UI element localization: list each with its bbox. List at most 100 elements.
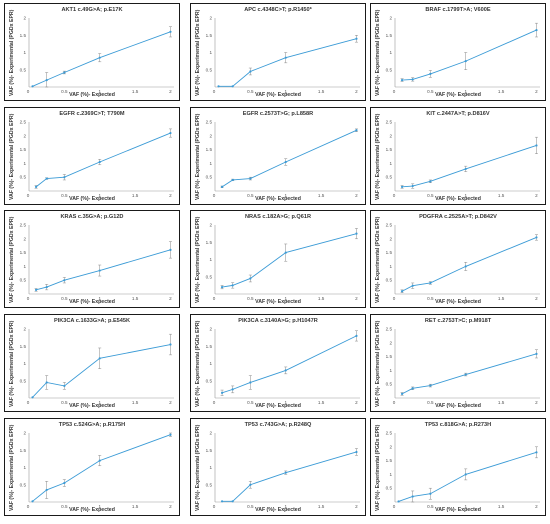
chart-plot: 0 0.5 1 1.5 2 0.5 1 1.5 2 (206, 223, 360, 301)
y-tick-label: 0.5 (20, 482, 27, 487)
x-tick-label: 0.5 (427, 193, 434, 198)
series-line (218, 38, 357, 87)
data-point (231, 388, 234, 391)
data-point (355, 129, 358, 132)
data-point (355, 450, 358, 454)
data-point (249, 277, 252, 280)
y-axis-label: VAF (%)- Experimental (PGDx EPR) (9, 424, 15, 511)
x-tick-label: 0.5 (61, 400, 68, 405)
x-tick-label: 2 (535, 193, 538, 198)
data-point (231, 500, 234, 503)
x-tick-label: 0.5 (61, 89, 68, 94)
data-point (63, 384, 66, 388)
data-point (355, 334, 358, 337)
data-point (535, 236, 538, 239)
x-tick-label: 1.5 (132, 89, 139, 94)
x-axis-label: VAF (%)- Expected (255, 403, 301, 409)
y-tick-label: 2.5 (206, 120, 213, 125)
y-tick-label: 0.5 (206, 67, 213, 72)
y-tick-label: 1.5 (20, 250, 27, 255)
data-point (63, 481, 66, 485)
data-point (535, 144, 538, 147)
x-tick-label: 0.5 (61, 193, 68, 198)
chart-panel: 0 0.5 1 1.5 2 0.5 1 1.5 2 BRAF c.1799T>A; V600E VA… (370, 3, 546, 101)
y-tick-label: 2 (209, 133, 212, 138)
data-point (535, 352, 538, 355)
data-point (220, 286, 224, 289)
x-tick-label: 2 (169, 504, 172, 509)
data-point (169, 131, 172, 135)
chart-panel: 0 0.5 1 1.5 2 0.5 1 1.5 2 2.5 KIT c.2447A>T; p.D81… (370, 107, 546, 205)
origin-tick-label: 0 (393, 504, 396, 509)
y-tick-label: 1 (209, 257, 212, 262)
y-tick-label: 1 (23, 465, 26, 470)
x-tick-label: 1.5 (132, 296, 139, 301)
y-tick-label: 2 (23, 431, 26, 436)
x-axis-label: VAF (%)- Expected (69, 196, 115, 202)
chart-plot: 0 0.5 1 1.5 2 0.5 1 1.5 2 2.5 (386, 120, 540, 198)
data-point (98, 56, 101, 59)
chart-title: PIK3CA c.3140A>G; p.H1047R (238, 318, 318, 324)
origin-tick-label: 0 (393, 296, 396, 301)
origin-tick-label: 0 (213, 400, 216, 405)
x-tick-label: 1.5 (498, 89, 505, 94)
x-tick-label: 2 (355, 193, 358, 198)
x-tick-label: 1 (464, 89, 467, 94)
y-axis-label: VAF (%)- Experimental (PGDx EPR) (9, 9, 15, 96)
x-tick-label: 1 (98, 193, 101, 198)
chart-title: TP53 c.743G>A; p.R248Q (244, 422, 312, 428)
y-tick-label: 1 (209, 50, 212, 55)
chart-panel: 0 0.5 1 1.5 2 0.5 1 1.5 2 2.5 KRAS c.35G>A; p.G12D… (4, 210, 180, 308)
data-point (535, 451, 538, 454)
y-tick-label: 1 (209, 465, 212, 470)
x-axis-label: VAF (%)- Expected (435, 507, 481, 513)
x-tick-label: 1.5 (498, 504, 505, 509)
data-point (411, 184, 414, 188)
data-point (98, 269, 101, 272)
x-tick-label: 1.5 (498, 400, 505, 405)
y-tick-label: 0.5 (386, 278, 393, 283)
origin-tick-label: 0 (213, 504, 216, 509)
x-axis-label: VAF (%)- Expected (435, 299, 481, 305)
data-point (34, 185, 38, 188)
y-tick-label: 2 (389, 236, 392, 241)
y-tick-label: 2 (389, 444, 392, 449)
data-point (231, 178, 234, 182)
data-point (355, 232, 358, 235)
x-tick-label: 1 (464, 504, 467, 509)
data-point (429, 281, 432, 285)
x-tick-label: 0.5 (427, 296, 434, 301)
y-axis-label: VAF (%)- Experimental (PGDx EPR) (375, 9, 381, 96)
x-tick-label: 1.5 (498, 193, 505, 198)
data-point (169, 343, 172, 346)
x-axis-label: VAF (%)- Expected (255, 507, 301, 513)
chart-title: RET c.2753T>C; p.M918T (424, 318, 492, 324)
series-line (221, 233, 357, 288)
x-tick-label: 1 (284, 400, 287, 405)
data-point (464, 60, 467, 63)
origin-tick-label: 0 (27, 193, 30, 198)
series-line (401, 353, 537, 395)
x-tick-label: 1 (284, 296, 287, 301)
data-point (284, 251, 287, 254)
x-tick-label: 2 (169, 89, 172, 94)
chart-title: EGFR c.2573T>G; p.L858R (242, 111, 314, 117)
chart-plot: 0 0.5 1 1.5 2 0.5 1 1.5 2 (206, 431, 360, 509)
series-line (32, 434, 171, 502)
x-axis-label: VAF (%)- Expected (255, 92, 301, 98)
origin-tick-label: 0 (27, 89, 30, 94)
data-point (284, 369, 287, 372)
x-axis-label: VAF (%)- Expected (255, 299, 301, 305)
x-axis-label: VAF (%)- Expected (435, 196, 481, 202)
chart-plot: 0 0.5 1 1.5 2 0.5 1 1.5 2 2.5 (206, 120, 360, 198)
data-point (464, 373, 467, 376)
y-axis-label: VAF (%)- Experimental (PGDx EPR) (195, 320, 201, 407)
y-tick-label: 2.5 (20, 120, 27, 125)
x-tick-label: 2 (355, 89, 358, 94)
y-tick-label: 1.5 (386, 458, 393, 463)
data-point (169, 433, 172, 436)
y-axis-label: VAF (%)- Experimental (PGDx EPR) (195, 216, 201, 303)
chart-plot: 0 0.5 1 1.5 2 0.5 1 1.5 2 2.5 (386, 223, 540, 301)
data-point (98, 459, 101, 462)
y-tick-label: 1.5 (20, 344, 27, 349)
